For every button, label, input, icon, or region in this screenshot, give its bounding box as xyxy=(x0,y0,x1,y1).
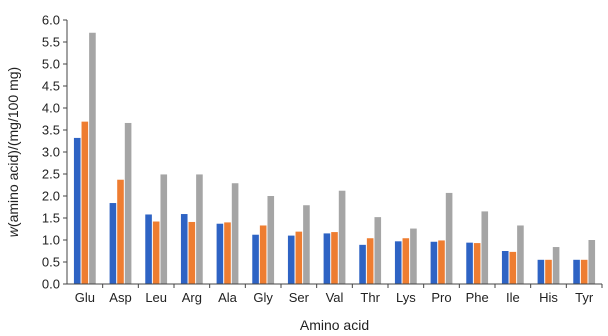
bar-pro-series-3 xyxy=(445,192,453,284)
y-tick-label: 3.0 xyxy=(42,145,60,160)
bar-tyr-series-2 xyxy=(580,259,588,284)
bar-val-series-2 xyxy=(331,232,338,284)
bar-leu-series-3 xyxy=(160,174,168,284)
x-tick-label-tyr: Tyr xyxy=(575,290,594,305)
y-tick-label: 4.0 xyxy=(42,101,60,116)
bar-val-series-3 xyxy=(338,190,346,284)
bar-phe-series-3 xyxy=(481,211,489,284)
bars-group xyxy=(73,32,596,285)
bar-leu-series-2 xyxy=(152,221,160,284)
bar-thr-series-1 xyxy=(359,244,366,284)
x-tick-label-ser: Ser xyxy=(289,290,310,305)
x-tick-label-glu: Glu xyxy=(75,290,95,305)
bar-lys-series-3 xyxy=(410,228,417,284)
bar-lys-series-1 xyxy=(394,241,402,284)
y-tick-label: 2.0 xyxy=(42,189,60,204)
bar-phe-series-2 xyxy=(473,243,481,284)
x-tick-label-ile: Ile xyxy=(506,290,520,305)
bar-asp-series-2 xyxy=(117,179,124,284)
bar-glu-series-1 xyxy=(73,137,81,284)
y-tick-label: 3.5 xyxy=(42,123,60,138)
y-tick-label: 5.5 xyxy=(42,35,60,50)
y-tick-label: 0.5 xyxy=(42,255,60,270)
y-tick-label: 4.5 xyxy=(42,79,60,94)
bar-his-series-3 xyxy=(552,247,560,284)
bar-ser-series-2 xyxy=(295,231,303,284)
bar-asp-series-1 xyxy=(109,203,117,284)
bar-gly-series-3 xyxy=(267,196,275,284)
bar-gly-series-1 xyxy=(252,234,259,284)
bar-his-series-1 xyxy=(537,259,545,284)
y-tick-label: 1.0 xyxy=(42,233,60,248)
bar-ser-series-1 xyxy=(287,235,295,284)
x-tick-label-thr: Thr xyxy=(360,290,380,305)
bar-pro-series-1 xyxy=(430,241,438,284)
bar-leu-series-1 xyxy=(145,214,152,284)
bar-lys-series-2 xyxy=(402,238,410,284)
x-tick-label-leu: Leu xyxy=(145,290,167,305)
bar-glu-series-2 xyxy=(81,121,89,284)
bar-val-series-1 xyxy=(323,233,331,284)
x-tick-label-arg: Arg xyxy=(182,290,202,305)
x-tick-label-pro: Pro xyxy=(431,290,451,305)
bar-arg-series-2 xyxy=(188,221,196,284)
x-tick-label-ala: Ala xyxy=(218,290,238,305)
x-tick-label-phe: Phe xyxy=(466,290,489,305)
x-axis-title: Amino acid xyxy=(300,317,369,333)
y-tick-label: 5.0 xyxy=(42,57,60,72)
bar-ile-series-2 xyxy=(509,251,517,284)
bar-arg-series-3 xyxy=(196,174,203,284)
y-tick-label: 1.5 xyxy=(42,211,60,226)
x-tick-label-his: His xyxy=(539,290,558,305)
bar-ser-series-3 xyxy=(303,205,310,284)
y-tick-label: 2.5 xyxy=(42,167,60,182)
bar-asp-series-3 xyxy=(124,122,132,285)
bar-arg-series-1 xyxy=(180,214,188,284)
bar-glu-series-3 xyxy=(89,32,96,285)
bar-ala-series-3 xyxy=(231,183,239,284)
bar-tyr-series-3 xyxy=(588,240,596,284)
y-axis-ticks: 0.0 0.5 1.0 1.5 2.0 2.5 3.0 3.5 4.0 4.5 5.0 5.5 6.0 xyxy=(42,13,67,292)
x-tick-label-gly: Gly xyxy=(253,290,273,305)
y-axis-title: w(amino acid)/(mg/100 mg) xyxy=(5,67,21,237)
y-tick-label: 0.0 xyxy=(42,277,60,292)
bar-ile-series-3 xyxy=(517,225,524,284)
bar-thr-series-2 xyxy=(366,238,374,284)
x-axis-ticks: Glu Asp Leu Arg Ala Gly Ser Val Thr Lys Pro Phe Ile H… xyxy=(75,284,603,305)
x-tick-label-val: Val xyxy=(326,290,344,305)
bar-phe-series-1 xyxy=(466,242,473,284)
y-tick-label: 6.0 xyxy=(42,13,60,28)
x-tick-label-lys: Lys xyxy=(396,290,416,305)
bar-tyr-series-1 xyxy=(573,259,580,284)
bar-pro-series-2 xyxy=(438,240,445,284)
bar-ala-series-1 xyxy=(216,223,224,284)
bar-gly-series-2 xyxy=(259,225,267,284)
bar-thr-series-3 xyxy=(374,217,382,284)
x-tick-label-asp: Asp xyxy=(109,290,131,305)
bar-ile-series-1 xyxy=(501,251,509,284)
bar-his-series-2 xyxy=(545,259,552,284)
bar-ala-series-2 xyxy=(224,222,231,284)
